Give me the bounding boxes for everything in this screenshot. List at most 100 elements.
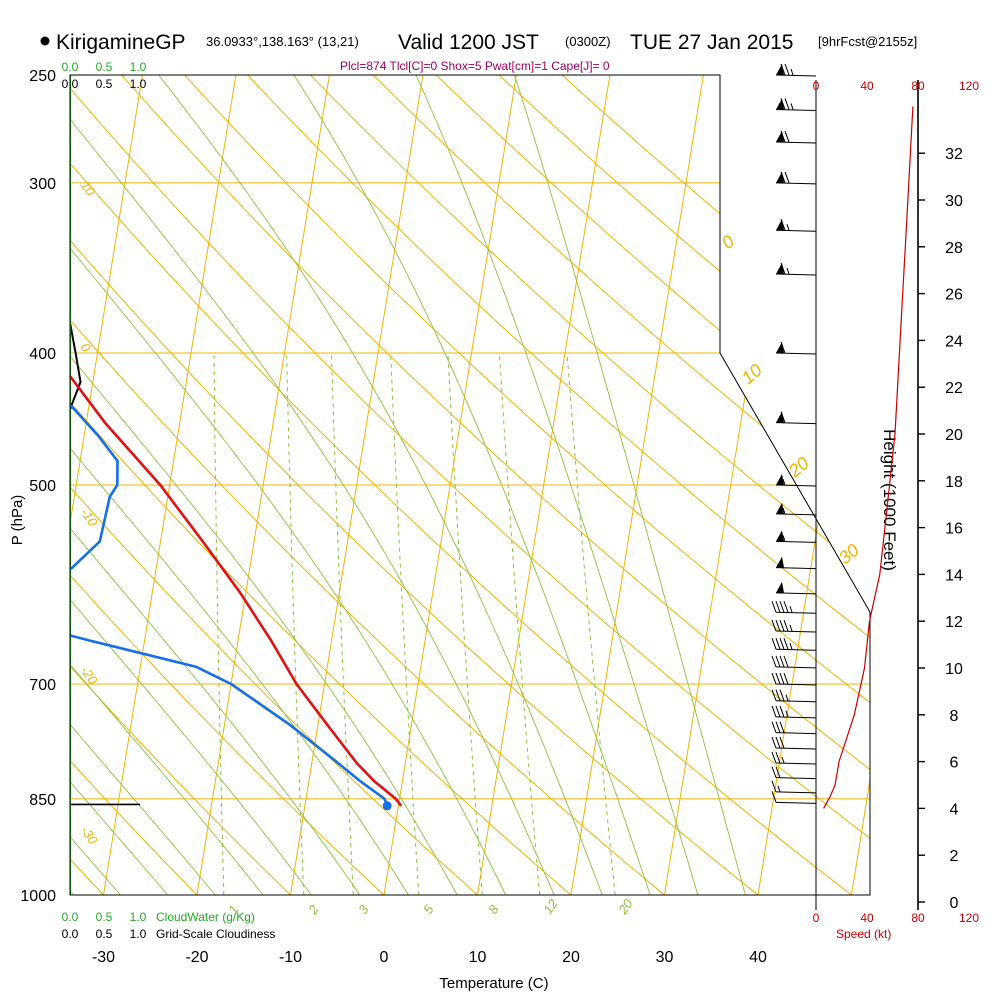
wind-barb <box>771 601 817 614</box>
isotherm-label: -30 <box>78 823 102 848</box>
barb-full <box>780 98 786 110</box>
barb-full <box>779 689 785 701</box>
station-marker-icon <box>40 36 50 46</box>
barb-full <box>775 638 781 650</box>
speed-axis-label: Speed (kt) <box>836 927 891 941</box>
height-label: 20 <box>945 427 963 444</box>
barb-half <box>782 507 786 515</box>
barb-full <box>780 341 786 354</box>
wind-barb <box>771 672 817 686</box>
cloudwater-tick-top: 1.0 <box>130 60 147 74</box>
barb-half <box>777 785 781 793</box>
temperature-axis-title: Temperature (C) <box>439 975 548 992</box>
plot-border <box>69 74 871 896</box>
wind-speed-line <box>823 106 914 809</box>
wind-barb <box>775 262 817 276</box>
cloudiness-tick-bottom: 1.0 <box>130 927 147 941</box>
barb-shaft <box>775 74 817 77</box>
barb-pennant <box>776 556 784 568</box>
cloudwater-tick-bottom: 1.0 <box>130 910 147 924</box>
wind-barb <box>771 766 817 780</box>
temperature-label: 0 <box>380 949 389 966</box>
barb-shaft <box>775 484 817 487</box>
barb-shaft <box>775 732 817 735</box>
speed-tick-bottom: 40 <box>860 911 874 925</box>
barb-full <box>775 601 781 613</box>
station-coords: 36.0933°,138.163° (13,21) <box>206 34 359 49</box>
wind-barb <box>771 721 817 735</box>
barb-half <box>782 478 786 486</box>
barb-shaft <box>775 108 817 111</box>
barb-full <box>783 655 789 668</box>
height-label: 6 <box>950 755 959 772</box>
moist-adiabat-35 <box>415 75 699 895</box>
mixing-ratio-5 <box>390 352 420 895</box>
cloudiness-tick-bottom: 0.5 <box>96 927 113 941</box>
height-label: 10 <box>945 661 963 678</box>
barb-full <box>780 219 786 231</box>
height-label: 4 <box>950 801 959 818</box>
pressure-label: 500 <box>29 478 56 495</box>
barb-half <box>790 103 794 110</box>
wind-barb <box>775 341 817 355</box>
barb-full <box>775 751 781 764</box>
barb-full <box>771 791 777 803</box>
moist-adiabat--10 <box>70 663 264 895</box>
speed-tick-bottom: 120 <box>959 911 979 925</box>
pressure-axis-title: P (hPa) <box>9 495 26 546</box>
barb-full <box>779 638 785 650</box>
barb-shaft <box>775 611 817 614</box>
pressure-label: 850 <box>29 792 56 809</box>
barb-shaft <box>775 229 817 232</box>
barb-full <box>775 736 781 749</box>
barb-full <box>771 619 777 632</box>
moist-adiabat--20 <box>70 780 169 895</box>
cloudwater-tick-bottom: 0.5 <box>96 910 113 924</box>
isotherm-20 <box>570 75 704 895</box>
cloud-profiles <box>70 75 140 895</box>
barb-shaft <box>775 513 817 516</box>
dry-adiabat--10 <box>70 665 292 895</box>
moist-adiabats <box>70 75 746 895</box>
temperature-label: -20 <box>185 949 208 966</box>
height-label: 8 <box>950 708 959 725</box>
isotherm--40 <box>70 75 143 527</box>
station-name: KirigamineGP <box>56 31 186 54</box>
pressure-label: 700 <box>29 677 56 694</box>
wind-barb <box>771 689 817 703</box>
temperature-label: 40 <box>749 949 767 966</box>
barb-full <box>779 655 785 668</box>
barb-shaft <box>775 762 817 765</box>
wind-barb <box>771 655 817 669</box>
barb-full <box>779 705 785 718</box>
barb-full <box>784 98 790 110</box>
barb-full <box>780 411 786 423</box>
mixing-ratio-label: 5 <box>420 902 437 917</box>
moist-adiabat--25 <box>70 836 122 895</box>
wind-barb <box>775 171 817 185</box>
isotherm-10 <box>476 75 611 895</box>
wind-barb <box>775 530 817 543</box>
barb-shaft <box>775 801 817 804</box>
height-axis-title: Height (1000 Feet) <box>880 429 899 571</box>
isotherm-label: 10 <box>78 178 99 199</box>
mixing-ratio-8 <box>447 352 483 895</box>
wind-barb <box>771 736 817 750</box>
barb-full <box>783 601 789 613</box>
mixing-ratio-1 <box>213 352 225 895</box>
wind-barb <box>775 130 817 144</box>
cloudwater-tick-top: 0.0 <box>62 60 79 74</box>
upper-right-mask <box>720 75 870 612</box>
pressure-label: 400 <box>29 346 56 363</box>
temperature-label: -30 <box>92 949 115 966</box>
mixing-ratio-label: 12 <box>540 896 561 917</box>
mixing-ratio-3 <box>331 352 354 895</box>
height-label: 2 <box>950 848 959 865</box>
barb-shaft <box>775 777 817 780</box>
barb-shaft <box>775 683 817 686</box>
barb-full <box>779 619 785 632</box>
cloudwater-profile <box>70 322 82 410</box>
cloudiness-tick-bottom: 0.0 <box>62 927 79 941</box>
